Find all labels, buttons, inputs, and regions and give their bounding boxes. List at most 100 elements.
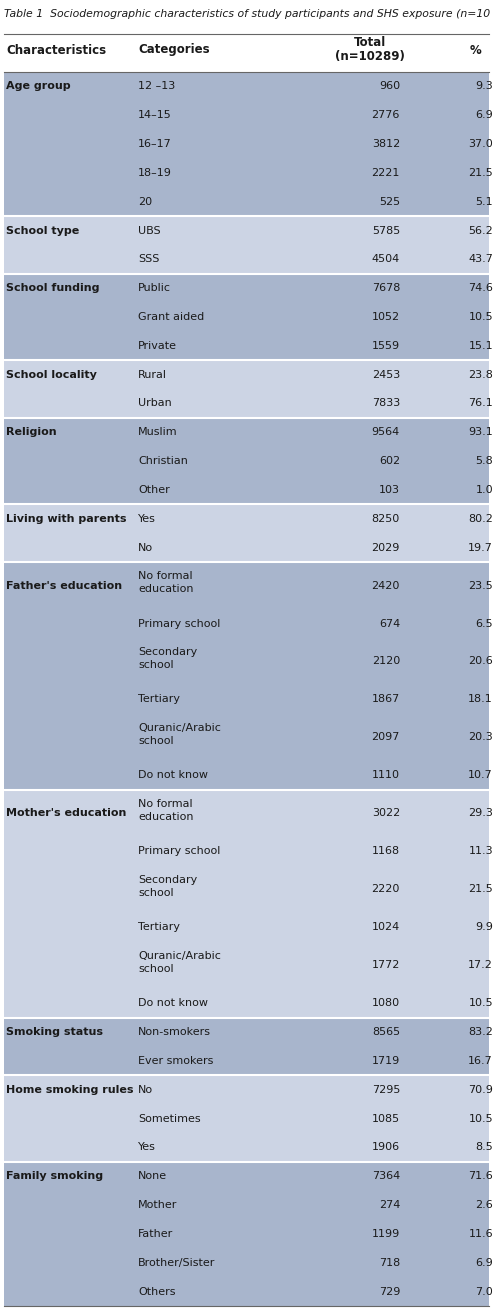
- Text: Private: Private: [138, 341, 177, 351]
- Text: No: No: [138, 542, 153, 553]
- Text: Yes: Yes: [138, 513, 156, 524]
- Bar: [4, 101, 489, 130]
- Text: Secondary: Secondary: [138, 875, 197, 884]
- Text: 7833: 7833: [372, 399, 400, 408]
- Text: 10.7: 10.7: [468, 770, 493, 780]
- Text: 2420: 2420: [372, 580, 400, 591]
- Bar: [4, 303, 489, 332]
- Bar: [4, 913, 489, 942]
- Text: (n=10289): (n=10289): [335, 50, 405, 63]
- Text: School locality: School locality: [6, 370, 97, 379]
- Text: 8250: 8250: [372, 513, 400, 524]
- Bar: [4, 990, 489, 1017]
- Text: Other: Other: [138, 484, 170, 495]
- Bar: [4, 418, 489, 446]
- Text: school: school: [138, 736, 174, 746]
- Text: 1085: 1085: [372, 1113, 400, 1124]
- Bar: [4, 1104, 489, 1133]
- Text: 21.5: 21.5: [468, 884, 493, 895]
- Text: 56.2: 56.2: [468, 225, 493, 236]
- Text: 18–19: 18–19: [138, 168, 172, 178]
- Text: Christian: Christian: [138, 457, 188, 466]
- Bar: [4, 446, 489, 475]
- Text: Yes: Yes: [138, 1142, 156, 1153]
- Text: 16–17: 16–17: [138, 139, 172, 149]
- Text: Sometimes: Sometimes: [138, 1113, 201, 1124]
- Text: Mother: Mother: [138, 1200, 177, 1211]
- Text: 1.0: 1.0: [475, 484, 493, 495]
- Text: 80.2: 80.2: [468, 513, 493, 524]
- Bar: [4, 332, 489, 361]
- Bar: [4, 1046, 489, 1075]
- Text: 76.1: 76.1: [468, 399, 493, 408]
- Text: Father's education: Father's education: [6, 580, 122, 591]
- Text: 14–15: 14–15: [138, 111, 172, 120]
- Text: Religion: Religion: [6, 428, 57, 437]
- Text: 2453: 2453: [372, 370, 400, 379]
- Text: Primary school: Primary school: [138, 846, 220, 857]
- Text: 103: 103: [379, 484, 400, 495]
- Text: 20.6: 20.6: [468, 657, 493, 666]
- Bar: [4, 1133, 489, 1162]
- Text: 43.7: 43.7: [468, 254, 493, 265]
- Text: 525: 525: [379, 196, 400, 207]
- Bar: [4, 1191, 489, 1220]
- Text: Characteristics: Characteristics: [6, 43, 106, 57]
- Bar: [4, 562, 489, 609]
- Bar: [4, 837, 489, 866]
- Bar: [4, 638, 489, 686]
- Bar: [4, 361, 489, 390]
- Text: 2097: 2097: [372, 733, 400, 742]
- Bar: [4, 130, 489, 158]
- Text: Quranic/Arabic: Quranic/Arabic: [138, 951, 221, 961]
- Bar: [4, 533, 489, 562]
- Text: education: education: [138, 812, 193, 822]
- Text: 1906: 1906: [372, 1142, 400, 1153]
- Text: Primary school: Primary school: [138, 619, 220, 629]
- Text: 9.9: 9.9: [475, 923, 493, 933]
- Text: 3022: 3022: [372, 808, 400, 819]
- Text: 1772: 1772: [372, 961, 400, 970]
- Text: 2220: 2220: [372, 884, 400, 895]
- Text: Rural: Rural: [138, 370, 167, 379]
- Text: Ever smokers: Ever smokers: [138, 1055, 213, 1066]
- Text: Grant aided: Grant aided: [138, 312, 204, 322]
- Bar: [4, 216, 489, 245]
- Text: 274: 274: [379, 1200, 400, 1211]
- Text: 2221: 2221: [372, 168, 400, 178]
- Text: Total: Total: [354, 36, 386, 49]
- Text: 16.7: 16.7: [468, 1055, 493, 1066]
- Bar: [4, 187, 489, 216]
- Text: None: None: [138, 1171, 167, 1182]
- Bar: [4, 942, 489, 990]
- Text: school: school: [138, 888, 174, 899]
- Text: 1080: 1080: [372, 999, 400, 1008]
- Text: education: education: [138, 584, 193, 595]
- Text: 2776: 2776: [372, 111, 400, 120]
- Text: 23.8: 23.8: [468, 370, 493, 379]
- Text: 20: 20: [138, 196, 152, 207]
- Text: 12 –13: 12 –13: [138, 82, 175, 91]
- Text: 1559: 1559: [372, 341, 400, 351]
- Text: 10.5: 10.5: [468, 999, 493, 1008]
- Bar: [4, 1075, 489, 1104]
- Text: Urban: Urban: [138, 399, 172, 408]
- Bar: [4, 390, 489, 418]
- Text: 1867: 1867: [372, 695, 400, 704]
- Text: 15.1: 15.1: [468, 341, 493, 351]
- Bar: [4, 1017, 489, 1046]
- Text: school: school: [138, 965, 174, 974]
- Text: school: school: [138, 661, 174, 670]
- Text: 74.6: 74.6: [468, 283, 493, 293]
- Text: 20.3: 20.3: [468, 733, 493, 742]
- Text: 5.8: 5.8: [475, 457, 493, 466]
- Text: Non-smokers: Non-smokers: [138, 1028, 211, 1037]
- Text: 3812: 3812: [372, 139, 400, 149]
- Bar: [4, 504, 489, 533]
- Text: 1199: 1199: [372, 1229, 400, 1238]
- Text: Tertiary: Tertiary: [138, 695, 180, 704]
- Bar: [4, 274, 489, 303]
- Text: Family smoking: Family smoking: [6, 1171, 103, 1182]
- Bar: [0, 28, 493, 72]
- Text: School type: School type: [6, 225, 79, 236]
